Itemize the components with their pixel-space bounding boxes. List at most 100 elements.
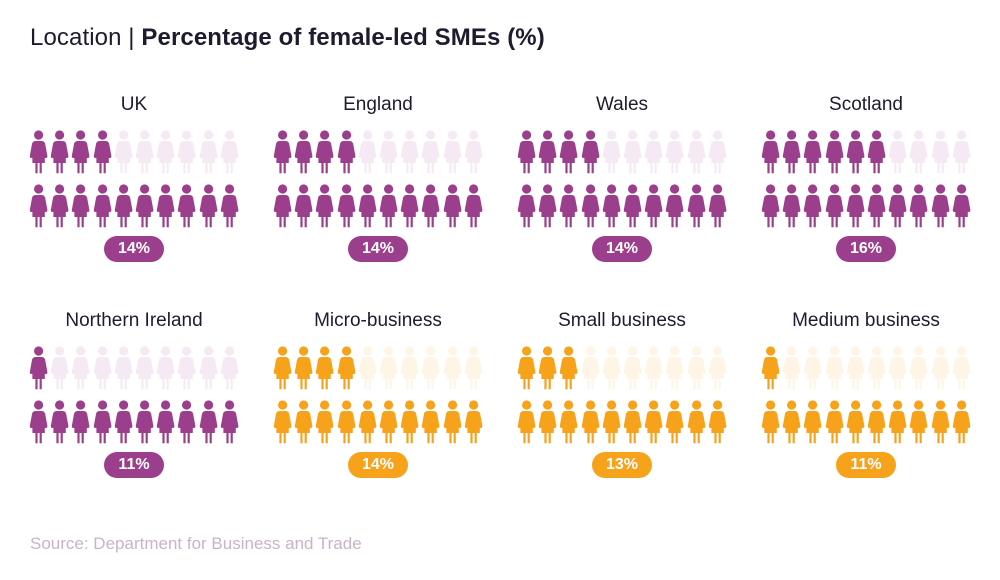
female-person-icon bbox=[114, 400, 133, 444]
female-person-icon bbox=[114, 130, 133, 174]
female-person-icon bbox=[294, 400, 313, 444]
female-person-icon bbox=[804, 184, 822, 228]
female-person-icon bbox=[581, 400, 599, 444]
female-person-icon bbox=[888, 346, 907, 390]
female-person-icon bbox=[400, 400, 419, 444]
female-person-icon bbox=[666, 184, 684, 228]
female-person-icon bbox=[517, 346, 536, 390]
female-person-icon bbox=[220, 130, 239, 174]
female-person-icon bbox=[931, 184, 949, 228]
female-person-icon bbox=[931, 400, 949, 444]
icon-row bbox=[760, 130, 972, 174]
panel-label: UK bbox=[120, 94, 148, 115]
female-person-icon bbox=[846, 346, 865, 390]
female-person-icon bbox=[135, 184, 154, 228]
value-badge: 14% bbox=[348, 236, 408, 262]
female-person-icon bbox=[846, 184, 865, 228]
female-person-icon bbox=[910, 184, 928, 228]
female-person-icon bbox=[156, 130, 175, 174]
female-person-icon bbox=[93, 346, 111, 390]
panel-label: Micro-business bbox=[314, 310, 442, 331]
female-person-icon bbox=[782, 184, 801, 228]
pictogram-panel: England 14% bbox=[272, 94, 484, 274]
female-person-icon bbox=[464, 346, 483, 390]
female-person-icon bbox=[72, 184, 90, 228]
female-person-icon bbox=[888, 400, 907, 444]
value-badge: 16% bbox=[836, 236, 896, 262]
female-person-icon bbox=[931, 346, 949, 390]
female-person-icon bbox=[443, 400, 461, 444]
female-person-icon bbox=[931, 130, 949, 174]
female-person-icon bbox=[538, 346, 557, 390]
source-note: Source: Department for Business and Trad… bbox=[30, 534, 362, 553]
female-person-icon bbox=[294, 184, 313, 228]
female-person-icon bbox=[867, 184, 886, 228]
female-person-icon bbox=[708, 130, 727, 174]
female-person-icon bbox=[538, 130, 557, 174]
female-person-icon bbox=[952, 346, 971, 390]
female-person-icon bbox=[602, 184, 621, 228]
female-person-icon bbox=[560, 400, 578, 444]
female-person-icon bbox=[666, 400, 684, 444]
female-person-icon bbox=[952, 130, 971, 174]
female-person-icon bbox=[888, 130, 907, 174]
female-person-icon bbox=[93, 400, 111, 444]
female-person-icon bbox=[220, 346, 239, 390]
female-person-icon bbox=[29, 346, 48, 390]
icon-row bbox=[28, 346, 240, 390]
female-person-icon bbox=[623, 130, 642, 174]
female-person-icon bbox=[358, 184, 377, 228]
female-person-icon bbox=[443, 346, 461, 390]
female-person-icon bbox=[846, 130, 865, 174]
female-person-icon bbox=[761, 346, 780, 390]
female-person-icon bbox=[644, 400, 663, 444]
female-person-icon bbox=[846, 400, 865, 444]
title-prefix: Location | bbox=[30, 24, 142, 51]
female-person-icon bbox=[72, 130, 90, 174]
icon-row bbox=[272, 130, 484, 174]
panel-label: Wales bbox=[595, 94, 649, 115]
female-person-icon bbox=[761, 184, 780, 228]
female-person-icon bbox=[50, 130, 69, 174]
icon-row bbox=[272, 400, 484, 444]
female-person-icon bbox=[273, 400, 292, 444]
female-person-icon bbox=[517, 184, 536, 228]
female-person-icon bbox=[50, 346, 69, 390]
female-person-icon bbox=[93, 184, 111, 228]
value-badge: 14% bbox=[104, 236, 164, 262]
female-person-icon bbox=[804, 400, 822, 444]
female-person-icon bbox=[804, 346, 822, 390]
female-person-icon bbox=[581, 346, 599, 390]
female-person-icon bbox=[761, 130, 780, 174]
female-person-icon bbox=[560, 130, 578, 174]
female-person-icon bbox=[316, 400, 334, 444]
title-main: Percentage of female-led SMEs (%) bbox=[141, 24, 545, 51]
female-person-icon bbox=[220, 184, 239, 228]
female-person-icon bbox=[178, 184, 196, 228]
female-person-icon bbox=[952, 400, 971, 444]
female-person-icon bbox=[273, 130, 292, 174]
female-person-icon bbox=[687, 346, 705, 390]
female-person-icon bbox=[538, 184, 557, 228]
female-person-icon bbox=[517, 130, 536, 174]
panel-label: Medium business bbox=[792, 310, 940, 331]
value-badge: 14% bbox=[592, 236, 652, 262]
female-person-icon bbox=[156, 346, 175, 390]
female-person-icon bbox=[294, 346, 313, 390]
panel-label: Small business bbox=[558, 310, 686, 331]
female-person-icon bbox=[72, 346, 90, 390]
female-person-icon bbox=[379, 130, 398, 174]
female-person-icon bbox=[156, 400, 175, 444]
female-person-icon bbox=[644, 184, 663, 228]
female-person-icon bbox=[560, 346, 578, 390]
panel-label: England bbox=[343, 94, 413, 115]
pictogram-panel: Small business 13% bbox=[516, 310, 728, 490]
female-person-icon bbox=[72, 400, 90, 444]
pictogram-panel: Medium business 11% bbox=[760, 310, 972, 490]
female-person-icon bbox=[135, 400, 154, 444]
female-person-icon bbox=[199, 130, 217, 174]
female-person-icon bbox=[443, 184, 461, 228]
female-person-icon bbox=[464, 184, 483, 228]
female-person-icon bbox=[156, 184, 175, 228]
